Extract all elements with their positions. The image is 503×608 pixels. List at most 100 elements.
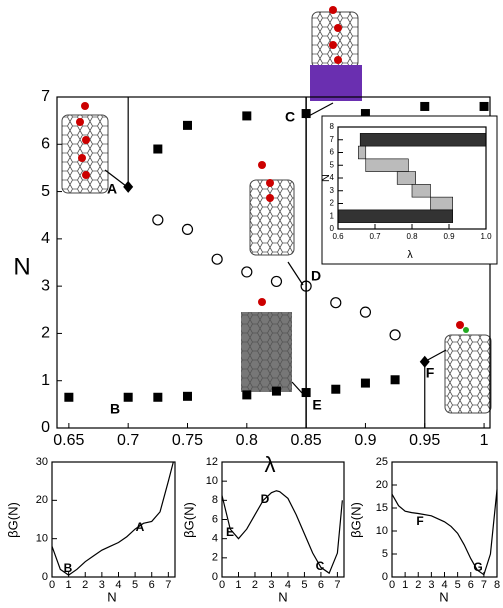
y-tick-label: 2 — [41, 325, 50, 342]
x-tick-label: 3 — [99, 579, 105, 591]
y-tick-label: 8 — [212, 494, 218, 506]
point-square — [153, 393, 162, 402]
x-tick-label: 1 — [235, 579, 241, 591]
y-tick-label: 15 — [376, 502, 388, 514]
plot-frame — [222, 462, 344, 577]
y-tick-label: 6 — [212, 513, 218, 525]
y-tick-label: 0 — [41, 419, 50, 436]
x-tick-label: 1 — [66, 579, 72, 591]
point-square — [183, 121, 192, 130]
annotation: A — [136, 520, 145, 534]
x-tick-label: 0.6 — [332, 232, 344, 241]
x-tick-label: 7 — [334, 579, 340, 591]
range-bar — [338, 210, 453, 223]
x-tick-label: 1.0 — [480, 232, 492, 241]
point-square — [361, 379, 370, 388]
point-circle — [212, 254, 222, 264]
x-tick-label: 5 — [301, 579, 307, 591]
range-bar — [366, 159, 409, 172]
point-square — [302, 109, 311, 118]
x-tick-label: 0.9 — [354, 432, 376, 449]
nanotube-c — [310, 6, 362, 101]
point-circle — [153, 215, 163, 225]
x-tick-label: 5 — [132, 579, 138, 591]
annotation: B — [64, 561, 73, 575]
point-square — [302, 388, 311, 397]
range-bar — [397, 172, 416, 185]
y-tick-label: 5 — [330, 160, 335, 169]
x-tick-label: 0.8 — [236, 432, 258, 449]
annotation: A — [107, 181, 117, 197]
y-tick-label: 20 — [36, 494, 48, 506]
annotation: E — [312, 397, 321, 413]
point-circle — [182, 224, 192, 234]
annotation: D — [261, 492, 270, 506]
y-tick-label: 10 — [376, 525, 388, 537]
y-tick-label: 3 — [330, 186, 335, 195]
point-square — [124, 393, 133, 402]
x-tick-label: 0 — [389, 579, 395, 591]
y-tick-label: 2 — [330, 199, 335, 208]
x-axis-label: N — [439, 589, 448, 604]
point-square — [242, 390, 251, 399]
x-tick-label: 2 — [415, 579, 421, 591]
y-tick-label: 2 — [212, 552, 218, 564]
y-tick-label: 25 — [376, 456, 388, 468]
x-tick-label: 2 — [252, 579, 258, 591]
page: {"chart_data": [ {"type": "scatter", "xl… — [0, 0, 503, 608]
point-circle — [331, 298, 341, 308]
y-tick-label: 12 — [206, 456, 218, 468]
y-tick-label: 7 — [41, 88, 50, 105]
figure: 0.650.70.750.80.850.90.95101234567λNABCD… — [0, 0, 503, 608]
free-energy-curve — [52, 462, 173, 575]
x-tick-label: 7 — [481, 579, 487, 591]
x-tick-label: 0.7 — [369, 232, 381, 241]
y-tick-label: 3 — [41, 277, 50, 294]
x-tick-label: 0.65 — [53, 432, 84, 449]
y-axis-label: βG(N) — [181, 502, 196, 538]
annotation: E — [226, 525, 234, 539]
point-circle — [242, 267, 252, 277]
range-bar — [358, 146, 365, 159]
x-tick-label: 0.8 — [406, 232, 418, 241]
x-tick-label: 1 — [480, 432, 489, 449]
y-tick-label: 20 — [376, 479, 388, 491]
y-axis-label: N — [320, 174, 332, 182]
y-tick-label: 4 — [41, 230, 50, 247]
plot-frame — [52, 462, 175, 577]
point-circle — [271, 276, 281, 286]
point-diamond — [123, 181, 133, 193]
point-circle — [360, 307, 370, 317]
y-tick-label: 0 — [382, 571, 388, 583]
point-circle — [390, 330, 400, 340]
nanotube-e — [241, 298, 292, 392]
y-tick-label: 0 — [330, 224, 335, 233]
point-square — [64, 393, 73, 402]
y-tick-label: 7 — [330, 135, 335, 144]
x-tick-label: 0.95 — [409, 432, 440, 449]
x-axis-label: N — [107, 589, 116, 604]
y-tick-label: 0 — [42, 571, 48, 583]
x-tick-label: 6 — [468, 579, 474, 591]
y-tick-label: 5 — [41, 183, 50, 200]
y-tick-label: 1 — [330, 211, 335, 220]
y-tick-label: 10 — [206, 475, 218, 487]
x-tick-label: 0.85 — [291, 432, 322, 449]
y-axis-label: N — [13, 253, 30, 280]
point-square — [183, 392, 192, 401]
x-tick-label: 2 — [82, 579, 88, 591]
y-tick-label: 6 — [330, 148, 335, 157]
x-tick-label: 0 — [219, 579, 225, 591]
chart-panel: 0123456780510152025NβG(N)FG — [348, 456, 500, 605]
point-square — [391, 375, 400, 384]
x-tick-label: 3 — [268, 579, 274, 591]
x-tick-label: 8 — [494, 579, 500, 591]
y-tick-label: 8 — [330, 122, 335, 131]
x-tick-label: 6 — [318, 579, 324, 591]
x-tick-label: 7 — [165, 579, 171, 591]
nanotube-d — [250, 161, 294, 255]
x-tick-label: 0.9 — [443, 232, 455, 241]
